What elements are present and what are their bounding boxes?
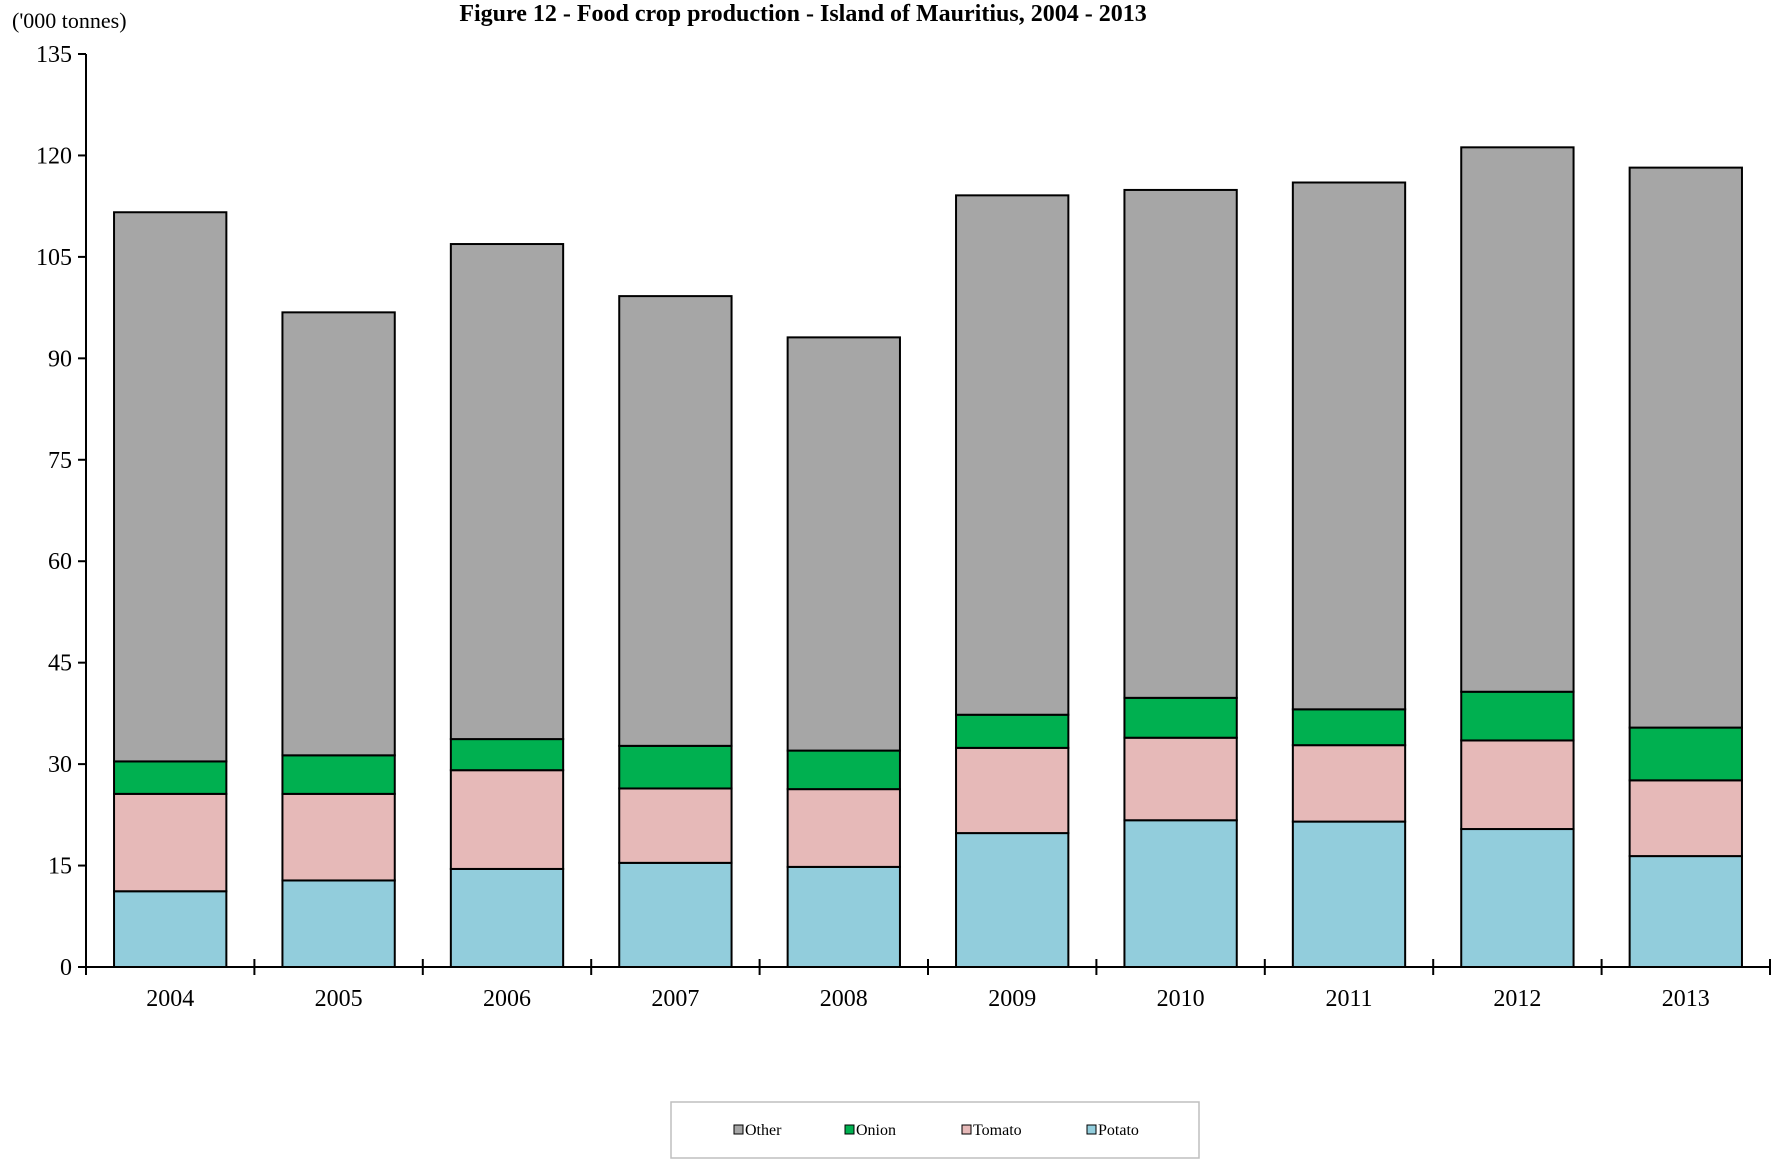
y-tick-label-0: 0 [60,955,72,981]
y-tick-label-45: 45 [48,651,72,677]
bar-onion-2011 [1291,708,1407,747]
y-tick-label-120: 120 [36,143,72,169]
x-tick-label-2012: 2012 [1493,986,1541,1012]
legend-swatch-other [733,1124,744,1135]
legend-box [670,1101,1200,1159]
bar-other-2011 [1291,181,1407,711]
bars-layer [113,146,1743,969]
legend-label-potato: Potato [1098,1122,1139,1139]
x-tick-label-2011: 2011 [1325,986,1372,1012]
bar-onion-2012 [1460,690,1575,742]
legend-label-tomato: Tomato [973,1122,1022,1139]
legend-swatch-tomato [961,1124,972,1135]
bar-onion-2009 [955,713,1070,749]
bar-onion-2006 [449,738,565,772]
y-tick-label-90: 90 [48,346,72,372]
bar-onion-2013 [1628,726,1743,782]
bar-potato-2009 [955,832,1070,969]
x-tick-label-2005: 2005 [315,986,363,1012]
bar-tomato-2011 [1291,744,1407,823]
legend-label-other: Other [745,1122,782,1139]
bar-tomato-2009 [955,746,1070,835]
legend-swatch-potato [1086,1124,1097,1135]
y-tick-label-30: 30 [48,752,72,778]
bar-tomato-2007 [618,787,733,864]
bar-potato-2005 [281,879,396,968]
bar-other-2005 [281,311,396,757]
bar-onion-2008 [786,749,901,791]
bar-onion-2005 [281,754,396,795]
x-tick-label-2007: 2007 [651,986,699,1012]
bar-potato-2006 [449,867,565,968]
bar-tomato-2005 [281,792,396,882]
bar-other-2006 [449,243,565,741]
bar-potato-2013 [1628,855,1743,969]
bar-other-2004 [113,211,228,763]
bar-potato-2008 [786,865,901,968]
bar-tomato-2008 [786,788,901,868]
bar-potato-2012 [1460,828,1575,968]
bar-other-2007 [618,295,733,747]
bar-tomato-2006 [449,769,565,870]
bar-tomato-2004 [113,792,228,893]
bar-potato-2010 [1123,819,1238,968]
y-tick-label-135: 135 [36,42,72,68]
y-axis-unit-label: ('000 tonnes) [12,8,127,33]
x-tick-label-2010: 2010 [1157,986,1205,1012]
bar-other-2009 [955,194,1070,716]
x-tick-label-2008: 2008 [820,986,868,1012]
bar-other-2008 [786,336,901,752]
bar-other-2013 [1628,166,1743,729]
bar-potato-2007 [618,861,733,968]
bar-potato-2011 [1291,820,1407,968]
bar-tomato-2013 [1628,779,1743,858]
y-tick-label-105: 105 [36,245,72,271]
axes-layer: 0 15 30 45 60 75 90 105 120 135 2004 2005 2006 2007 20… [36,42,1771,1012]
bar-onion-2007 [618,744,733,790]
bar-other-2010 [1123,188,1238,699]
y-tick-label-75: 75 [48,448,72,474]
legend-label-onion: Onion [856,1122,896,1139]
legend: Other Onion Tomato Potato [670,1101,1200,1159]
y-tick-label-15: 15 [48,854,72,880]
bar-onion-2004 [113,760,228,795]
bar-potato-2004 [113,890,228,968]
legend-swatch-onion [844,1124,855,1135]
chart-title: Figure 12 - Food crop production - Islan… [459,1,1146,27]
x-tick-label-2004: 2004 [146,986,194,1012]
bar-onion-2010 [1123,696,1238,739]
y-tick-label-60: 60 [48,549,72,575]
x-tick-label-2013: 2013 [1662,986,1710,1012]
x-tick-label-2009: 2009 [988,986,1036,1012]
bar-tomato-2012 [1460,739,1575,831]
bar-other-2012 [1460,146,1575,693]
x-tick-label-2006: 2006 [483,986,531,1012]
bar-tomato-2010 [1123,736,1238,822]
